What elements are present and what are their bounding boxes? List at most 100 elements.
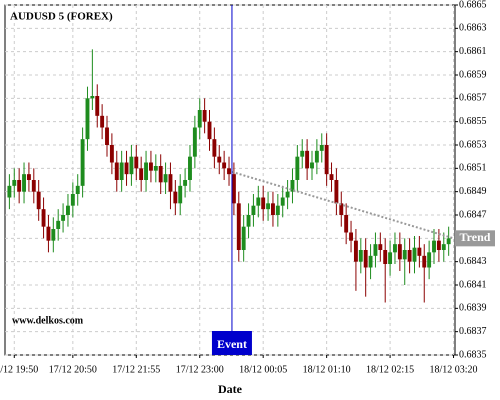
candle-body xyxy=(402,250,407,260)
candle-body xyxy=(334,180,339,204)
candle-body xyxy=(70,194,75,206)
candle-body xyxy=(373,244,378,256)
y-tick-label: 0.6853 xyxy=(459,139,487,150)
candle-body xyxy=(36,191,41,210)
x-tick-label: 17/12 20:50 xyxy=(49,364,97,375)
candle-body xyxy=(31,180,36,192)
candle-body xyxy=(119,162,124,180)
candle-body xyxy=(163,174,168,183)
event-label-box xyxy=(211,331,252,355)
y-tick-label: 0.6841 xyxy=(459,279,487,290)
candle-body xyxy=(202,110,207,122)
y-tick-label: 0.6849 xyxy=(459,186,487,197)
candle-body xyxy=(114,162,119,180)
candle-body xyxy=(246,215,251,227)
candle-body xyxy=(256,197,261,206)
candle-body xyxy=(197,110,202,128)
trend-label: Trend xyxy=(460,230,491,244)
candle-body xyxy=(295,156,300,180)
candle-body xyxy=(75,185,80,194)
candle-body xyxy=(241,226,246,250)
candle-body xyxy=(251,205,256,215)
candle-body xyxy=(153,166,158,171)
candle-body xyxy=(393,244,397,253)
y-tick-label: 0.6865 xyxy=(459,0,487,10)
candle-body xyxy=(432,240,436,253)
candle-body xyxy=(368,255,373,268)
candle-body xyxy=(61,215,66,221)
candle-body xyxy=(124,162,129,175)
candle-body xyxy=(148,162,153,171)
candle-body xyxy=(388,252,393,264)
candle-body xyxy=(378,244,383,250)
candle-body xyxy=(192,127,197,157)
candle-body xyxy=(109,145,114,163)
y-tick-label: 0.6847 xyxy=(459,209,487,220)
x-axis-label: Date xyxy=(218,382,243,396)
trend-label-box xyxy=(455,230,495,247)
x-tick-label: 18/12 01:10 xyxy=(303,364,351,375)
candle-body xyxy=(100,115,105,128)
candle-body xyxy=(261,197,266,210)
candle-body xyxy=(173,191,178,204)
x-tick-label: 18/12 02:15 xyxy=(366,364,414,375)
candle-body xyxy=(158,166,163,183)
candle-body xyxy=(329,174,334,180)
candle-body xyxy=(446,238,451,245)
candle-body xyxy=(314,150,319,163)
candle-body xyxy=(139,168,144,180)
candle-body xyxy=(168,174,173,192)
candle-body xyxy=(85,98,90,140)
candle-body xyxy=(80,139,85,186)
candle-body xyxy=(129,156,134,175)
candle-body xyxy=(290,180,295,192)
y-tick-label: 0.6851 xyxy=(459,163,487,174)
candle-body xyxy=(227,168,231,175)
candle-body xyxy=(266,203,271,210)
candle-body xyxy=(417,247,422,256)
candle-body xyxy=(324,145,329,175)
marks xyxy=(7,49,451,303)
chart-title: AUDUSD 5 (FOREX) xyxy=(10,11,113,23)
y-tick-label: 0.6859 xyxy=(459,69,487,80)
candle-body xyxy=(363,250,368,268)
candle-body xyxy=(344,215,349,233)
y-tick-label: 0.6837 xyxy=(459,326,487,337)
x-tick-label: 18/12 03:20 xyxy=(430,364,478,375)
y-tick-label: 0.6839 xyxy=(459,303,487,314)
candle-body xyxy=(353,240,358,262)
y-tick-label: 0.6843 xyxy=(459,256,487,267)
candle-body xyxy=(207,121,212,140)
candle-body xyxy=(275,205,280,215)
candle-body xyxy=(422,255,427,268)
candle-body xyxy=(397,244,402,260)
candle-body xyxy=(300,150,305,157)
x-tick-label: 17/12 19:50 xyxy=(0,364,38,375)
candle-body xyxy=(383,250,388,264)
y-tick-label: 0.6855 xyxy=(459,116,487,127)
candle-body xyxy=(236,203,241,250)
event-label: Event xyxy=(217,337,247,351)
candle-body xyxy=(285,191,290,198)
y-tick-label: 0.6857 xyxy=(459,93,487,104)
y-tick-label: 0.6835 xyxy=(459,349,487,360)
candle-body xyxy=(144,162,149,180)
candle-body xyxy=(7,185,12,198)
candle-body xyxy=(105,127,109,145)
x-tick-label: 17/12 21:55 xyxy=(112,364,160,375)
candle-body xyxy=(17,180,22,192)
candle-body xyxy=(441,244,446,250)
candle-body xyxy=(51,229,56,241)
candle-body xyxy=(427,252,432,268)
candle-body xyxy=(436,240,441,250)
candle-body xyxy=(270,203,275,215)
candle-body xyxy=(358,250,363,262)
candle-body xyxy=(134,156,139,169)
candle-body xyxy=(46,226,51,241)
candle-body xyxy=(22,174,26,192)
candle-body xyxy=(178,185,183,204)
candle-body xyxy=(12,180,17,186)
candle-body xyxy=(231,174,236,204)
grid xyxy=(5,4,455,356)
trend-line xyxy=(231,170,454,240)
